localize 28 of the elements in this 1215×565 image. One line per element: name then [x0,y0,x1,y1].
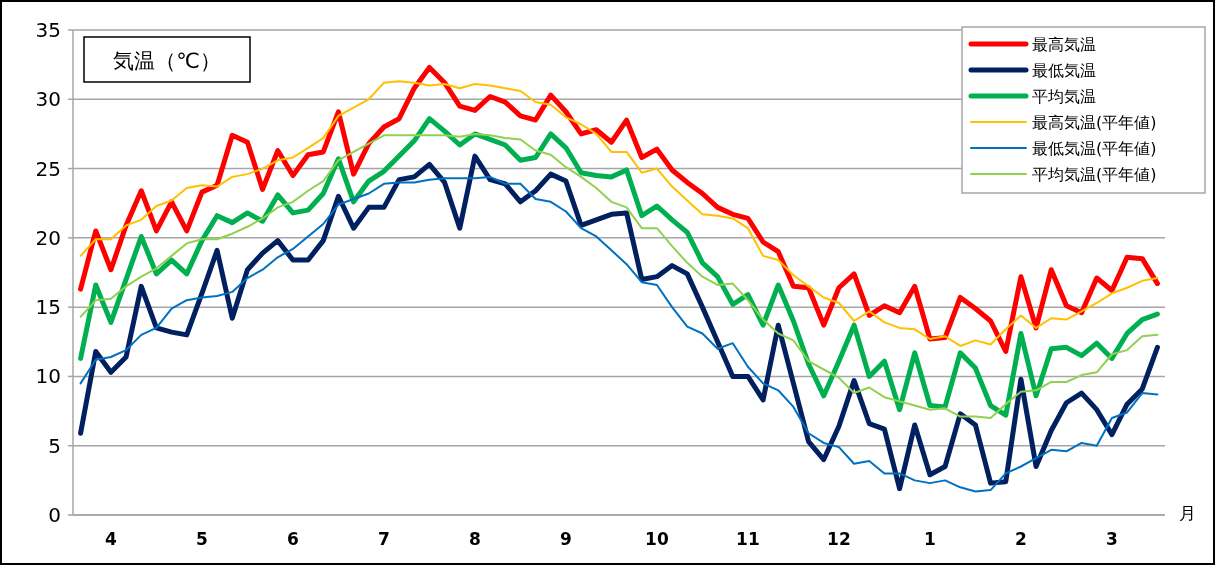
x-tick-label: 6 [286,529,299,549]
legend-label: 平均気温(平年値) [1032,165,1157,184]
x-tick-label: 1 [923,529,936,549]
x-axis-title: 月 [1178,503,1196,523]
legend-label: 平均気温 [1032,87,1096,106]
x-tick-label: 8 [468,529,481,549]
legend-label: 最高気温 [1032,35,1096,54]
y-tick-label: 15 [35,295,61,320]
x-tick-label: 12 [827,529,851,549]
x-tick-label: 10 [645,529,669,549]
y-tick-label: 30 [35,87,61,112]
x-tick-label: 9 [559,529,572,549]
legend-label: 最低気温 [1032,61,1096,80]
y-tick-label: 0 [48,503,61,527]
legend-label: 最低気温(平年値) [1032,139,1157,158]
y-tick-label: 35 [35,18,61,42]
x-tick-label: 4 [104,529,117,549]
x-tick-label: 5 [195,529,208,549]
x-tick-label: 7 [377,529,390,549]
x-tick-label: 2 [1014,529,1027,549]
x-tick-label: 11 [736,529,760,549]
y-tick-label: 20 [35,225,61,250]
legend-label: 最高気温(平年値) [1032,113,1157,132]
y-tick-label: 5 [48,433,61,458]
x-tick-label: 3 [1105,529,1118,549]
text: 気温（℃） [113,49,221,73]
y-tick-label: 25 [35,156,61,181]
y-tick-label: 10 [35,364,61,389]
